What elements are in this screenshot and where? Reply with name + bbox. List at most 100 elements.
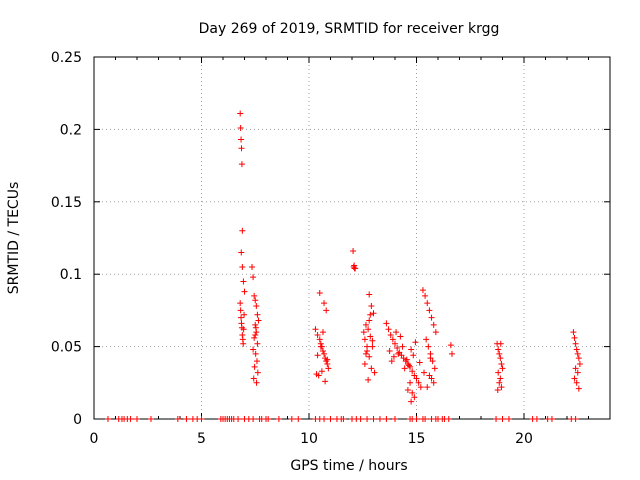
data-point bbox=[252, 297, 259, 304]
data-point bbox=[390, 353, 397, 360]
data-point bbox=[250, 274, 257, 281]
data-point bbox=[408, 398, 415, 405]
data-point bbox=[295, 416, 302, 422]
data-point bbox=[327, 416, 334, 422]
data-point bbox=[288, 416, 295, 422]
data-point bbox=[425, 343, 432, 350]
data-point bbox=[323, 307, 330, 314]
data-point bbox=[238, 249, 245, 256]
data-point bbox=[365, 376, 372, 383]
data-point bbox=[240, 278, 247, 285]
data-point bbox=[321, 350, 328, 357]
data-point bbox=[367, 333, 374, 340]
data-point bbox=[570, 329, 577, 336]
x-tick-label: 5 bbox=[197, 431, 206, 447]
data-point bbox=[428, 314, 435, 321]
data-point bbox=[431, 365, 438, 372]
data-point bbox=[505, 416, 512, 422]
data-point bbox=[350, 248, 357, 255]
data-point bbox=[575, 355, 582, 362]
data-point bbox=[409, 389, 416, 396]
data-point bbox=[237, 124, 244, 131]
data-point bbox=[253, 379, 260, 386]
data-point bbox=[428, 375, 435, 382]
data-point bbox=[574, 350, 581, 357]
data-point bbox=[250, 375, 257, 382]
data-point bbox=[499, 365, 506, 372]
data-point bbox=[407, 363, 414, 370]
y-tick-label: 0.25 bbox=[51, 50, 82, 66]
data-point bbox=[321, 300, 328, 307]
data-point bbox=[235, 416, 242, 422]
data-point bbox=[362, 350, 369, 357]
data-point bbox=[424, 300, 431, 307]
y-tick-label: 0.05 bbox=[51, 340, 82, 356]
data-point bbox=[576, 360, 583, 367]
data-point bbox=[364, 416, 371, 422]
data-point bbox=[405, 362, 412, 369]
data-point bbox=[404, 387, 411, 394]
x-tick-label: 10 bbox=[300, 431, 318, 447]
plot-frame bbox=[93, 56, 611, 420]
data-point bbox=[241, 288, 248, 295]
data-point bbox=[495, 346, 502, 353]
data-point bbox=[313, 371, 320, 378]
data-point bbox=[251, 292, 258, 299]
data-point bbox=[317, 343, 324, 350]
data-point bbox=[366, 317, 373, 324]
data-point bbox=[252, 324, 259, 331]
data-point bbox=[445, 416, 452, 422]
data-point bbox=[432, 329, 439, 336]
data-point bbox=[409, 368, 416, 375]
data-point bbox=[127, 416, 134, 422]
data-point bbox=[494, 387, 501, 394]
data-point bbox=[572, 365, 579, 372]
data-point bbox=[413, 416, 420, 422]
data-point bbox=[147, 416, 154, 422]
x-axis-label: GPS time / hours bbox=[290, 458, 407, 474]
data-point bbox=[571, 375, 578, 382]
data-point bbox=[495, 369, 502, 376]
data-point bbox=[325, 365, 332, 372]
data-point bbox=[401, 365, 408, 372]
data-point bbox=[388, 358, 395, 365]
data-point bbox=[350, 263, 357, 270]
data-point bbox=[319, 347, 326, 354]
data-point bbox=[366, 353, 373, 360]
data-point bbox=[427, 355, 434, 362]
data-point bbox=[447, 342, 454, 349]
data-point bbox=[252, 321, 259, 328]
data-point bbox=[238, 161, 245, 168]
y-tick-label: 0.15 bbox=[51, 195, 82, 211]
data-point bbox=[430, 379, 437, 386]
data-point bbox=[416, 359, 423, 366]
data-point bbox=[407, 379, 414, 386]
x-tick-label: 0 bbox=[90, 431, 99, 447]
data-point bbox=[533, 416, 540, 422]
data-point bbox=[430, 321, 437, 328]
data-point bbox=[364, 347, 371, 354]
data-point bbox=[275, 416, 282, 422]
data-point bbox=[174, 416, 181, 422]
data-point bbox=[361, 336, 368, 343]
data-point bbox=[571, 334, 578, 341]
data-point bbox=[385, 326, 392, 333]
data-point bbox=[241, 311, 248, 318]
data-point bbox=[383, 320, 390, 327]
data-point bbox=[496, 379, 503, 386]
data-point bbox=[370, 416, 377, 422]
data-point bbox=[412, 339, 419, 346]
data-point bbox=[574, 369, 581, 376]
data-point bbox=[238, 314, 245, 321]
data-point bbox=[369, 337, 376, 344]
data-point bbox=[413, 375, 420, 382]
data-point bbox=[253, 303, 260, 310]
data-point bbox=[134, 416, 140, 422]
data-point bbox=[497, 375, 504, 382]
data-point bbox=[312, 326, 319, 333]
data-point bbox=[239, 263, 246, 270]
data-point bbox=[316, 290, 323, 297]
data-point bbox=[237, 110, 244, 117]
data-point bbox=[497, 355, 504, 362]
